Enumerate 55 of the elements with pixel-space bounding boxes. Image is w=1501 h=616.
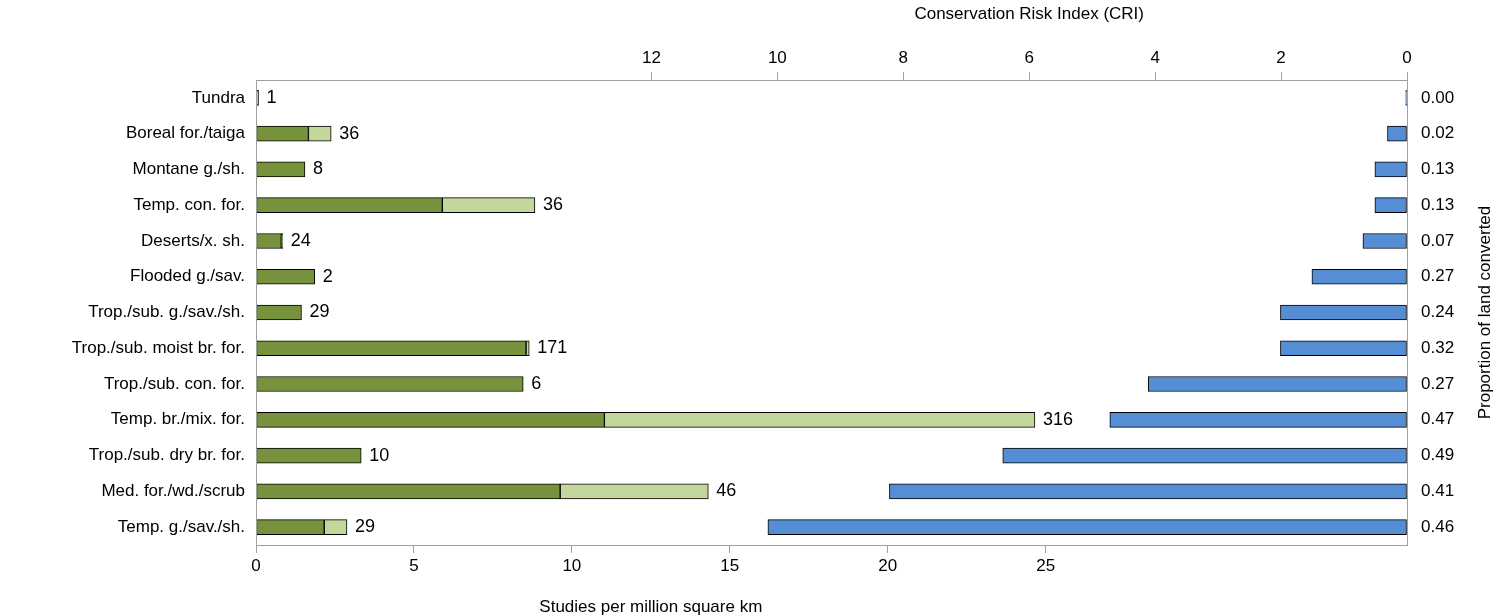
x2-tick-label: 12 xyxy=(641,48,661,68)
x-tick-label: 20 xyxy=(878,555,898,575)
y-tick-label: Trop./sub. g./sav./sh. xyxy=(88,302,245,322)
y-tick-label: Tundra xyxy=(191,87,246,107)
y-tick-label: Deserts/x. sh. xyxy=(141,230,245,250)
y-tick-label: Trop./sub. dry br. for. xyxy=(88,445,245,465)
y2-axis-title: Proportion of land converted xyxy=(1475,205,1495,420)
y-tick-label: Temp. g./sav./sh. xyxy=(117,516,245,536)
x-tick-label: 25 xyxy=(1036,555,1056,575)
y2-tick-label: 0.13 xyxy=(1421,159,1455,179)
y2-tick-label: 0.41 xyxy=(1421,481,1455,501)
x2-tick-label: 8 xyxy=(898,48,909,68)
y2-tick-label: 0.27 xyxy=(1421,266,1455,286)
annotation: 10 xyxy=(369,444,390,465)
x2-tick-label: 10 xyxy=(767,48,787,68)
y-tick-label: Trop./sub. con. for. xyxy=(103,373,245,393)
annotation: 8 xyxy=(312,158,323,179)
y-tick-label: Temp. br./mix. for. xyxy=(110,409,245,429)
y-tick-label: Trop./sub. moist br. for. xyxy=(71,337,245,357)
y-tick-label: Med. for./wd./scrub xyxy=(101,481,245,501)
x2-tick-label: 0 xyxy=(1402,48,1412,68)
x-tick-label: 5 xyxy=(409,555,419,575)
y2-tick-label: 0.00 xyxy=(1421,87,1455,107)
y2-tick-label: 0.27 xyxy=(1421,373,1455,393)
y-tick-label: Boreal for./taiga xyxy=(125,123,246,143)
x-axis-title: Studies per million square km xyxy=(539,597,763,616)
y2-tick-label: 0.02 xyxy=(1421,123,1455,143)
y2-tick-label: 0.47 xyxy=(1421,409,1455,429)
annotation: 316 xyxy=(1042,408,1073,429)
annotation: 29 xyxy=(354,516,375,537)
y-tick-label: Temp. con. for. xyxy=(133,194,245,214)
annotation: 2 xyxy=(322,265,333,286)
y-tick-label: Flooded g./sav. xyxy=(130,266,245,286)
y2-tick-label: 0.46 xyxy=(1421,516,1455,536)
x-tick-label: 0 xyxy=(251,555,261,575)
annotation: 36 xyxy=(542,194,563,215)
y2-tick-label: 0.32 xyxy=(1421,337,1455,357)
annotation: 1 xyxy=(266,86,277,107)
annotation: 6 xyxy=(531,373,542,394)
x2-tick-label: 6 xyxy=(1024,48,1034,68)
y-tick-label: Montane g./sh. xyxy=(132,159,245,179)
x2-tick-label: 2 xyxy=(1276,48,1286,68)
annotation: 36 xyxy=(339,122,360,143)
x2-axis-title: Conservation Risk Index (CRI) xyxy=(914,4,1144,24)
annotation: 24 xyxy=(290,229,311,250)
annotation: 46 xyxy=(716,480,737,501)
y2-tick-label: 0.07 xyxy=(1421,230,1455,250)
x-tick-label: 10 xyxy=(562,555,582,575)
x-tick-label: 15 xyxy=(720,555,740,575)
y2-tick-label: 0.24 xyxy=(1421,302,1455,322)
y2-tick-label: 0.13 xyxy=(1421,194,1455,214)
y2-tick-label: 0.49 xyxy=(1421,445,1455,465)
x2-tick-label: 4 xyxy=(1150,48,1160,68)
annotation: 29 xyxy=(309,301,330,322)
annotation: 171 xyxy=(537,337,568,358)
